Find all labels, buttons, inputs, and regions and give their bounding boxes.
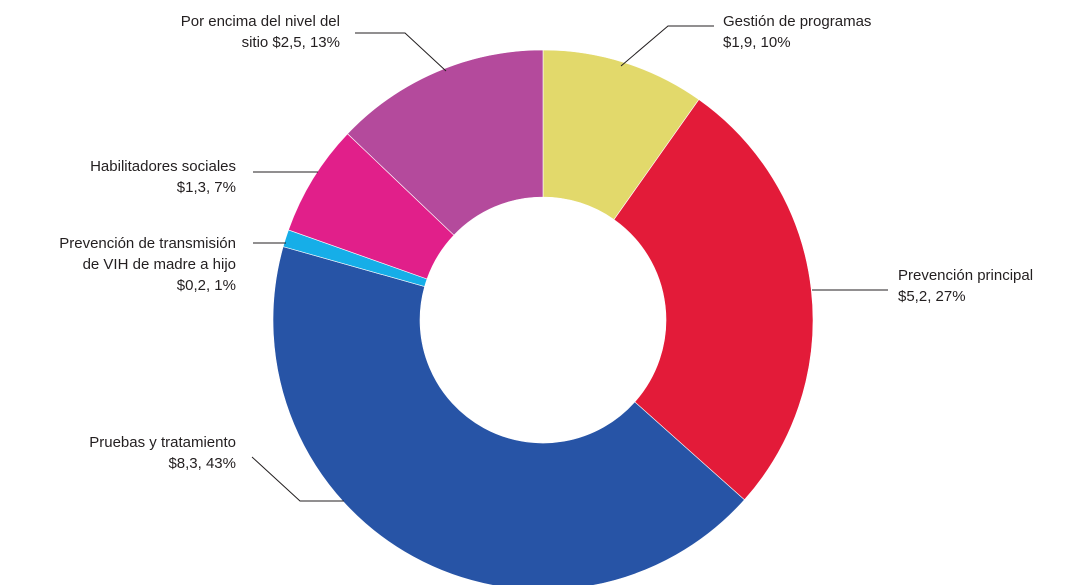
slice-2 [272,246,745,585]
slice-1 [613,99,814,501]
slice-label-3-line-2: $0,2, 1% [177,277,236,294]
leader-line-0 [620,25,714,67]
slice-label-3-line-1: de VIH de madre a hijo [83,256,236,273]
slices-group [272,49,814,585]
slice-labels: Gestión de programas $1,9, 10% Prevención … [59,13,1033,472]
slice-label-3: Prevención de transmisión de VIH de madre… [59,235,236,294]
slice-label-0-line-0: Gestión de programas [723,13,871,30]
slice-label-2-line-1: $8,3, 43% [168,455,236,472]
slice-label-0: Gestión de programas $1,9, 10% [723,13,871,51]
slice-label-4-line-0: Habilitadores sociales [90,158,236,175]
leader-line-5 [355,32,447,72]
slice-label-2: Pruebas y tratamiento $8,3, 43% [89,434,236,472]
slice-label-5-line-0: Por encima del nivel del [181,13,340,30]
slice-5 [347,49,544,236]
slice-label-4: Habilitadores sociales $1,3, 7% [90,158,236,196]
slice-label-5: Por encima del nivel del sitio $2,5, 13% [181,13,340,51]
slice-label-1: Prevención principal $5,2, 27% [898,267,1033,305]
slice-label-5-line-1: sitio $2,5, 13% [242,34,340,51]
slice-label-1-line-1: $5,2, 27% [898,288,966,305]
slice-label-2-line-0: Pruebas y tratamiento [89,434,236,451]
leader-lines [251,25,888,502]
slice-label-3-line-0: Prevención de transmisión [59,235,236,252]
slice-label-4-line-1: $1,3, 7% [177,179,236,196]
leader-line-2 [251,456,344,502]
slice-label-0-line-1: $1,9, 10% [723,34,791,51]
slice-label-1-line-0: Prevención principal [898,267,1033,284]
